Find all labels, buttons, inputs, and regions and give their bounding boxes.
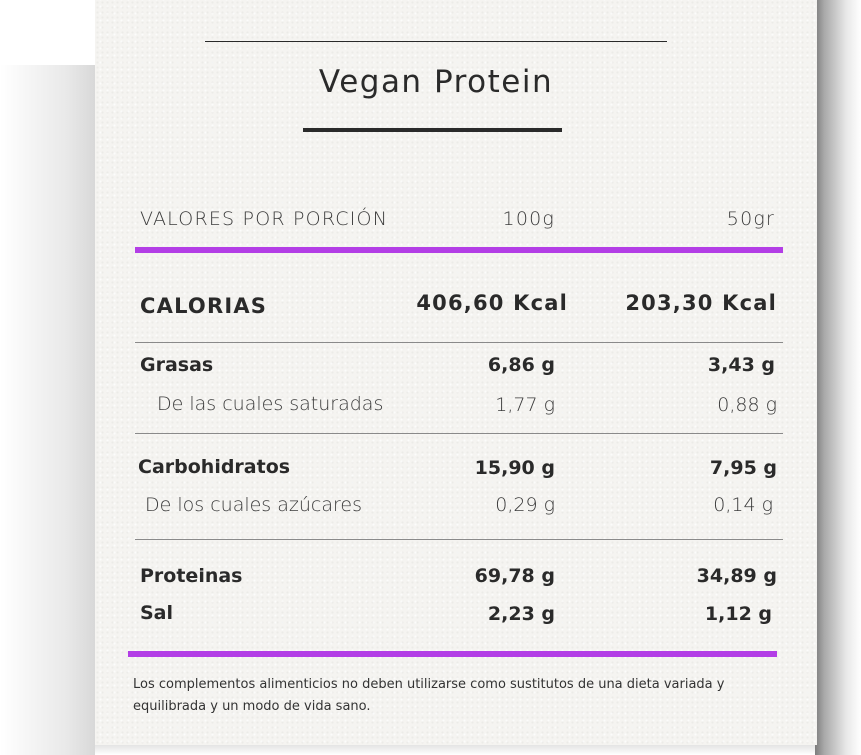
nutrient-label: Proteinas <box>140 565 243 587</box>
nutrient-sublabel: De los cuales azúcares <box>145 494 362 516</box>
page-shadow-left <box>0 65 110 755</box>
header-col-50gr: 50gr <box>726 208 775 230</box>
nutrient-label: Grasas <box>140 354 214 376</box>
nutrient-value-100g: 2,23 g <box>487 603 555 625</box>
calories-col-50gr: 203,30 Kcal <box>625 291 777 315</box>
nutrient-value-50gr: 0,88 g <box>717 394 777 416</box>
product-title: Vegan Protein <box>318 64 554 100</box>
nutrient-value-100g: 6,86 g <box>487 354 555 376</box>
top-divider <box>205 41 667 42</box>
nutrient-value-100g: 15,90 g <box>474 457 555 479</box>
footnote-disclaimer: Los complementos alimenticios no deben u… <box>133 677 725 714</box>
nutrient-label: Sal <box>140 602 174 624</box>
nutrient-value-100g: 0,29 g <box>495 494 555 516</box>
nutrient-sublabel: De las cuales saturadas <box>157 393 384 415</box>
page-shadow-right <box>812 0 861 755</box>
header-col-100g: 100g <box>502 208 555 230</box>
header-accent-bar <box>135 247 783 253</box>
nutrition-card: Vegan Protein VALORES POR PORCIÓN 100g 5… <box>95 0 817 745</box>
section-divider <box>135 342 783 343</box>
nutrient-value-50gr: 34,89 g <box>696 565 777 587</box>
calories-label: CALORIAS <box>140 294 268 318</box>
footer-accent-bar <box>128 651 777 657</box>
nutrient-value-50gr: 0,14 g <box>713 494 773 516</box>
title-underline <box>303 128 562 132</box>
nutrient-value-100g: 1,77 g <box>495 394 555 416</box>
nutrient-value-50gr: 1,12 g <box>704 603 772 625</box>
nutrient-value-50gr: 7,95 g <box>709 457 777 479</box>
nutrient-value-50gr: 3,43 g <box>707 354 775 376</box>
section-divider <box>135 539 783 540</box>
calories-col-100g: 406,60 Kcal <box>416 291 568 315</box>
nutrient-value-100g: 69,78 g <box>474 565 555 587</box>
section-divider <box>135 433 783 434</box>
nutrient-label: Carbohidratos <box>138 456 291 478</box>
header-label: VALORES POR PORCIÓN <box>140 208 389 230</box>
